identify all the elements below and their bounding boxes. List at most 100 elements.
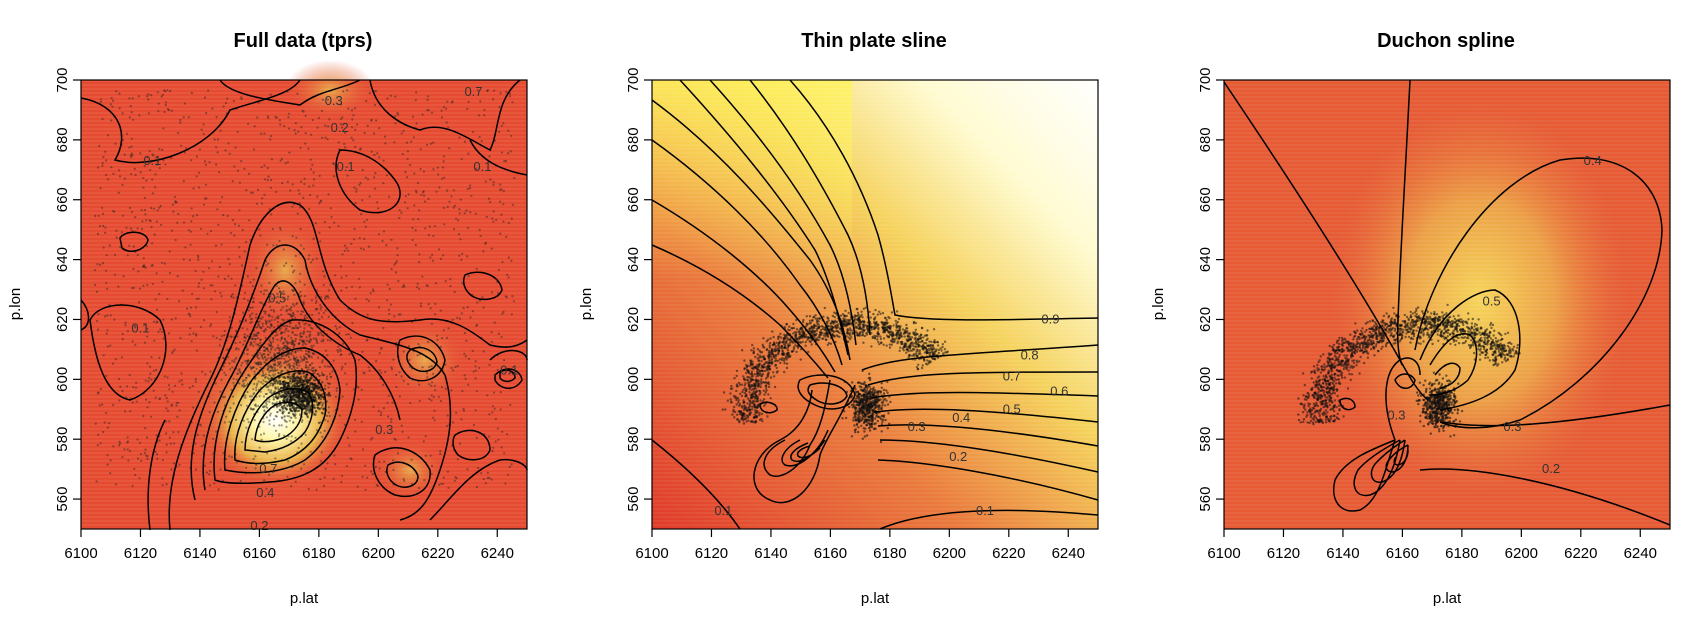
observation-point xyxy=(290,485,293,488)
observation-point xyxy=(943,340,947,343)
observation-point xyxy=(760,369,764,372)
observation-point xyxy=(114,142,117,145)
observation-point xyxy=(783,325,786,329)
observation-point xyxy=(930,340,933,343)
observation-point xyxy=(157,330,160,333)
observation-point xyxy=(424,200,427,203)
observation-point xyxy=(378,127,381,130)
observation-point xyxy=(378,369,381,372)
observation-point xyxy=(217,275,220,278)
observation-point xyxy=(283,362,286,365)
observation-point xyxy=(278,349,281,352)
observation-point xyxy=(869,316,872,319)
observation-point xyxy=(126,448,129,451)
observation-point xyxy=(101,162,104,165)
observation-point xyxy=(315,307,318,310)
observation-point xyxy=(390,420,393,423)
observation-point xyxy=(775,341,778,344)
observation-point xyxy=(138,114,141,117)
observation-point xyxy=(291,289,294,292)
observation-point xyxy=(209,284,212,287)
observation-point xyxy=(737,381,741,385)
observation-point xyxy=(281,346,284,349)
observation-point xyxy=(428,383,431,386)
observation-point xyxy=(429,307,432,310)
observation-point xyxy=(209,370,212,373)
observation-point xyxy=(269,374,272,377)
observation-point xyxy=(321,402,325,405)
observation-point xyxy=(280,355,283,358)
observation-point xyxy=(343,423,347,426)
observation-point xyxy=(263,289,266,292)
observation-point xyxy=(292,314,295,317)
observation-point xyxy=(442,160,445,163)
observation-point xyxy=(215,163,218,166)
observation-point xyxy=(741,413,744,417)
observation-point xyxy=(772,335,775,339)
observation-point xyxy=(510,313,513,316)
observation-point xyxy=(267,353,270,357)
observation-point xyxy=(425,372,428,375)
observation-point xyxy=(316,331,320,334)
observation-point xyxy=(306,316,309,319)
observation-point xyxy=(743,367,746,371)
observation-point xyxy=(269,384,272,387)
observation-point xyxy=(754,396,757,399)
observation-point xyxy=(463,374,466,377)
observation-point xyxy=(375,484,378,487)
observation-point xyxy=(289,307,292,310)
observation-point xyxy=(243,250,246,253)
observation-point xyxy=(229,231,232,235)
observation-point xyxy=(326,462,329,465)
observation-point xyxy=(390,268,393,271)
observation-point xyxy=(497,292,500,295)
observation-point xyxy=(332,477,335,480)
observation-point xyxy=(270,348,273,351)
observation-point xyxy=(304,433,307,436)
observation-point xyxy=(246,359,249,363)
observation-point xyxy=(788,325,791,328)
observation-point xyxy=(301,419,304,422)
observation-point xyxy=(328,414,331,418)
observation-point xyxy=(228,152,231,155)
observation-point xyxy=(254,338,257,341)
observation-point xyxy=(171,203,174,206)
observation-point xyxy=(230,277,233,280)
observation-point xyxy=(358,286,361,289)
observation-point xyxy=(327,315,330,318)
observation-point xyxy=(166,376,169,379)
observation-point xyxy=(499,92,502,95)
observation-point xyxy=(890,340,894,343)
observation-point xyxy=(385,244,388,247)
observation-point xyxy=(937,351,940,355)
observation-point xyxy=(761,419,764,423)
observation-point xyxy=(250,320,253,324)
observation-point xyxy=(450,366,453,370)
observation-point xyxy=(187,312,190,315)
observation-point xyxy=(770,359,773,362)
observation-point xyxy=(252,457,255,461)
observation-point xyxy=(765,367,769,371)
observation-point xyxy=(354,201,357,205)
observation-point xyxy=(293,343,296,346)
observation-point xyxy=(475,436,478,439)
observation-point xyxy=(758,411,761,415)
observation-point xyxy=(862,323,865,326)
observation-point xyxy=(291,183,294,186)
observation-point xyxy=(361,199,364,202)
observation-point xyxy=(96,166,100,169)
observation-point xyxy=(218,344,221,347)
observation-point xyxy=(270,319,273,322)
observation-point xyxy=(141,227,144,231)
observation-point xyxy=(300,368,304,371)
observation-point xyxy=(315,488,318,491)
observation-point xyxy=(822,337,825,340)
observation-point xyxy=(322,284,325,287)
observation-point xyxy=(290,435,293,438)
observation-point xyxy=(270,344,273,347)
observation-point xyxy=(785,339,789,342)
observation-point xyxy=(768,344,771,347)
observation-point xyxy=(341,395,344,398)
observation-point xyxy=(172,462,176,465)
observation-point xyxy=(223,329,226,333)
